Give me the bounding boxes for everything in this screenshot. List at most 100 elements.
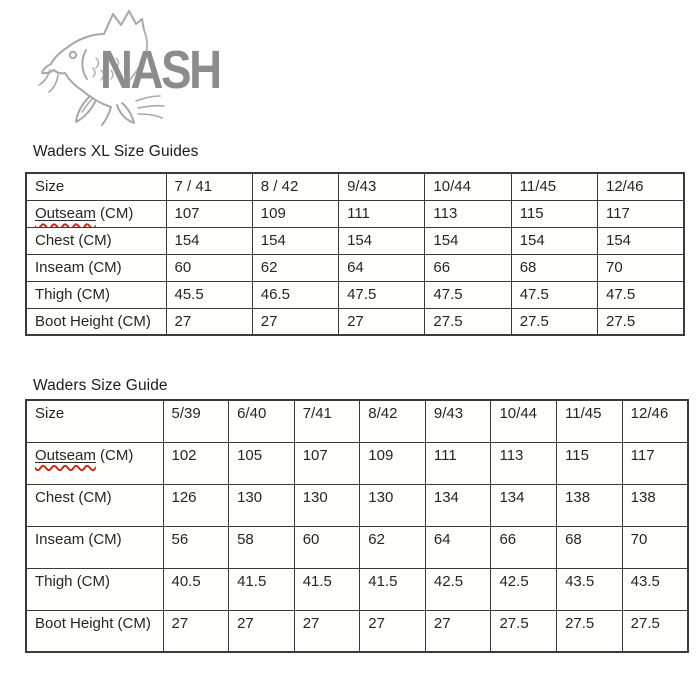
table-cell: 27 [293,609,361,653]
table-cell: 62 [251,253,340,282]
column-header: 7/41 [293,399,361,443]
table-cell: 60 [293,525,361,569]
column-header: 10/44 [490,399,558,443]
table-row: Thigh (CM) 40.5 41.5 41.5 41.5 42.5 42.5 43.5 43… [25,567,689,611]
waders-size-guide-title: Waders Size Guide [33,377,168,394]
table-row: Chest (CM) 126 130 130 130 134 134 138 138 [25,483,689,527]
table-cell: 27 [228,609,295,653]
table-row: Boot Height (CM) 27 27 27 27.5 27.5 27.5 [25,307,685,336]
table-cell: 109 [359,441,426,485]
waders-xl-size-table: Size 7 / 41 8 / 42 9/43 10/44 11/45 12/46 Outse… [25,172,685,336]
table-row: Thigh (CM) 45.5 46.5 47.5 47.5 47.5 47.5 [25,280,685,309]
table-cell: 64 [424,525,492,569]
table-cell: 45.5 [165,280,253,309]
table-cell: 138 [556,483,623,527]
waders-size-table: Size 5/39 6/40 7/41 8/42 9/43 10/44 11/45 12/46 O… [25,399,689,653]
table-cell: 27 [251,307,340,336]
carp-fish-icon: NASH [38,10,222,126]
table-cell: 42.5 [424,567,492,611]
table-cell: 43.5 [556,567,623,611]
row-label: Boot Height (CM) [25,307,167,336]
table-cell: 47.5 [424,280,512,309]
table-cell: 27.5 [510,307,598,336]
table-cell: 138 [621,483,689,527]
table-cell: 113 [490,441,558,485]
table-cell: 43.5 [621,567,689,611]
table-row: Inseam (CM) 60 62 64 66 68 70 [25,253,685,282]
nash-logo: NASH [20,6,232,128]
table-cell: 134 [490,483,558,527]
column-header: 5/39 [162,399,230,443]
table-cell: 66 [424,253,512,282]
table-cell: 111 [424,441,492,485]
size-header-cell: Size [25,172,167,201]
table-cell: 60 [165,253,253,282]
nash-wordmark: NASH [100,39,220,99]
column-header: 9/43 [424,399,492,443]
table-cell: 47.5 [596,280,685,309]
table-cell: 27.5 [556,609,623,653]
table-cell: 58 [228,525,295,569]
table-cell: 154 [596,226,685,255]
table-cell: 105 [228,441,295,485]
table-cell: 154 [510,226,598,255]
table-cell: 41.5 [293,567,361,611]
header-row: Size 5/39 6/40 7/41 8/42 9/43 10/44 11/45 12/46 [25,399,689,443]
table-cell: 107 [165,199,253,228]
table-cell: 154 [165,226,253,255]
table-cell: 70 [596,253,685,282]
waders-xl-size-guides-title: Waders XL Size Guides [33,143,199,160]
table-cell: 27.5 [424,307,512,336]
table-cell: 113 [424,199,512,228]
table-cell: 117 [621,441,689,485]
row-label: Thigh (CM) [25,280,167,309]
table-cell: 66 [490,525,558,569]
table-cell: 64 [338,253,426,282]
table-cell: 27.5 [596,307,685,336]
table-cell: 154 [338,226,426,255]
column-header: 11/45 [556,399,623,443]
table-cell: 70 [621,525,689,569]
table-cell: 130 [359,483,426,527]
row-label: Outseam (CM) [25,441,164,485]
spellcheck-squiggle: Outseam [35,205,96,222]
table-cell: 130 [293,483,361,527]
table-cell: 68 [556,525,623,569]
table-cell: 134 [424,483,492,527]
table-cell: 27.5 [490,609,558,653]
table-cell: 27 [338,307,426,336]
table-cell: 27.5 [621,609,689,653]
table-cell: 40.5 [162,567,230,611]
table-cell: 41.5 [359,567,426,611]
table-cell: 111 [338,199,426,228]
row-label: Inseam (CM) [25,253,167,282]
column-header: 12/46 [621,399,689,443]
column-header: 6/40 [228,399,295,443]
row-label: Chest (CM) [25,226,167,255]
table-cell: 27 [162,609,230,653]
table-cell: 109 [251,199,340,228]
table-cell: 41.5 [228,567,295,611]
table-cell: 130 [228,483,295,527]
table-cell: 115 [556,441,623,485]
table-cell: 47.5 [510,280,598,309]
table-cell: 42.5 [490,567,558,611]
table-row: Outseam (CM) 102 105 107 109 111 113 115 117 [25,441,689,485]
table-cell: 27 [359,609,426,653]
table-cell: 102 [162,441,230,485]
table-cell: 56 [162,525,230,569]
column-header: 9/43 [338,172,426,201]
table-cell: 62 [359,525,426,569]
table-cell: 154 [251,226,340,255]
table-row: Chest (CM) 154 154 154 154 154 154 [25,226,685,255]
row-label: Thigh (CM) [25,567,164,611]
table-cell: 117 [596,199,685,228]
table-cell: 115 [510,199,598,228]
column-header: 11/45 [510,172,598,201]
row-label: Chest (CM) [25,483,164,527]
column-header: 7 / 41 [165,172,253,201]
row-label: Outseam (CM) [25,199,167,228]
column-header: 12/46 [596,172,685,201]
column-header: 8/42 [359,399,426,443]
